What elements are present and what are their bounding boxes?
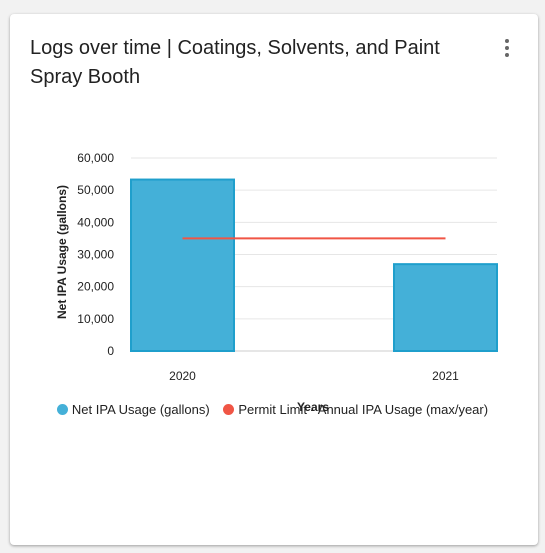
y-tick-label: 20,000: [77, 280, 114, 294]
x-axis-ticks: 2020 2021: [169, 369, 459, 383]
legend-marker-permit-limit: [223, 404, 235, 415]
chart-legend: Net IPA Usage (gallons) Permit Limit - A…: [0, 402, 545, 417]
legend-item-net-ipa[interactable]: Net IPA Usage (gallons): [56, 402, 210, 417]
y-tick-label: 60,000: [77, 151, 114, 165]
y-tick-label: 10,000: [77, 312, 114, 326]
y-tick-label: 40,000: [77, 215, 114, 229]
y-tick-label: 30,000: [77, 248, 114, 262]
x-tick-label: 2021: [432, 369, 459, 383]
legend-label-net-ipa: Net IPA Usage (gallons): [71, 402, 210, 417]
legend-label-permit-limit: Permit Limit - Annual IPA Usage (max/yea…: [238, 402, 489, 417]
bar-2020[interactable]: [130, 178, 235, 352]
x-axis-title: Years: [297, 400, 329, 414]
y-axis-ticks: 0 10,000 20,000 30,000 40,000 50,000 60,000: [77, 151, 114, 358]
y-axis-title: Net IPA Usage (gallons): [55, 185, 69, 319]
card-title: Logs over time | Coatings, Solvents, and…: [30, 37, 440, 88]
bar-2021[interactable]: [393, 263, 498, 352]
x-tick-label: 2020: [169, 369, 196, 383]
legend-item-permit-limit[interactable]: Permit Limit - Annual IPA Usage (max/yea…: [223, 402, 488, 417]
more-vertical-icon[interactable]: [498, 36, 516, 60]
legend-marker-net-ipa: [56, 404, 68, 415]
y-tick-label: 0: [107, 344, 114, 358]
bars: [130, 178, 498, 352]
y-tick-label: 50,000: [77, 183, 114, 197]
